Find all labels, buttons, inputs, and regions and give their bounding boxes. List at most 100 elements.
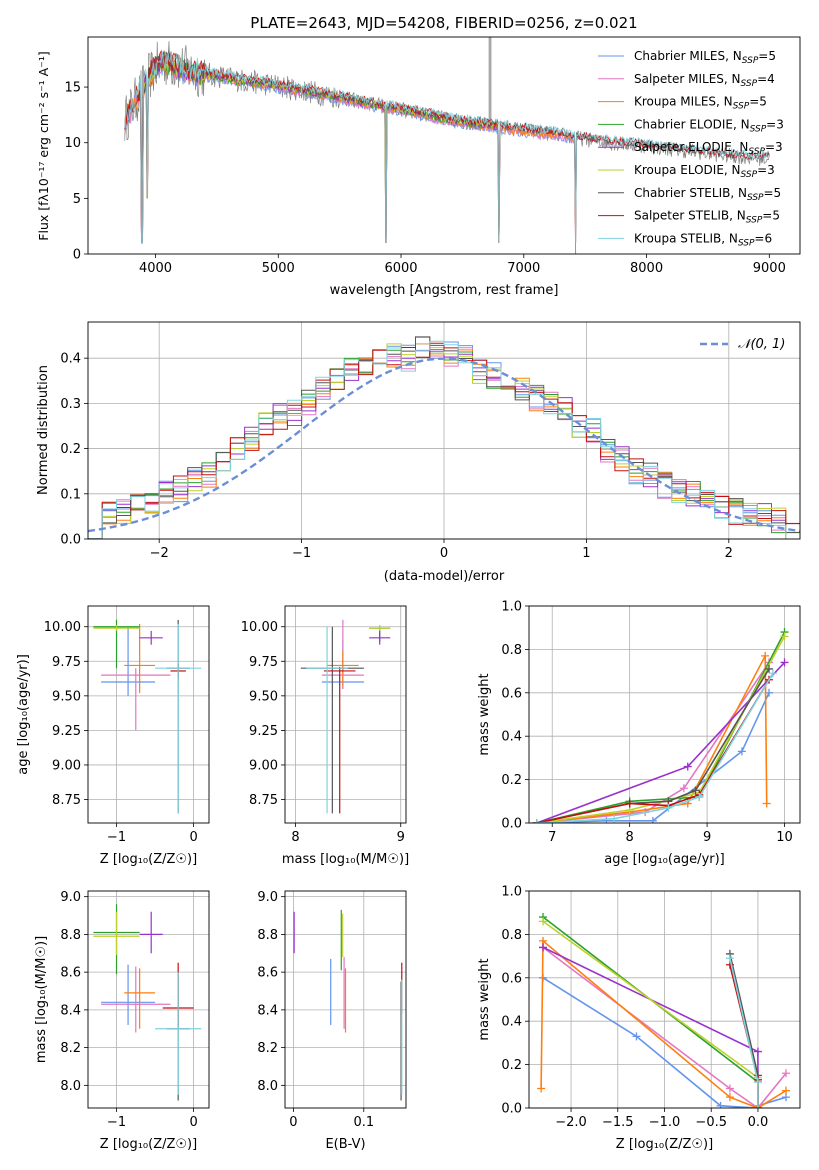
x-tick-label: −1.0 [649,1115,681,1130]
plot-area [293,909,403,1101]
y-tick-label: 10.00 [241,620,278,635]
y-tick-label: 10.00 [44,620,81,635]
legend-label-sub: SSP [750,124,767,134]
y-tick-label: 8.6 [60,966,81,981]
data-point-chabrier_stelib [765,664,774,673]
data-point-kroupa_stelib [695,792,704,801]
x-tick-label: −1.5 [602,1115,634,1130]
legend-label-main: Kroupa ELODIE, N [634,163,741,177]
axes-frame [87,321,801,540]
x-tick-label: −1 [107,830,126,845]
y-tick-label: 0.8 [501,643,522,658]
data-point-chabrier_miles [632,1032,641,1041]
x-axis-label: Z [log₁₀(Z/Z☉)] [100,1137,197,1152]
y-tick-label: 9.50 [249,689,278,704]
data-point-salpeter_elodie [683,762,692,771]
data-point-chabrier_miles [602,816,611,823]
x-tick-label: 9 [397,830,405,845]
x-axis-label: E(B-V) [325,1137,365,1152]
x-axis-label: (data-model)/error [384,569,505,584]
x-tick-label: 7000 [507,261,540,276]
legend-label: Kroupa ELODIE, NSSP=3 [634,163,775,180]
y-tick-label: 8.75 [249,793,278,808]
model-spectrum-kroupa_stelib [124,51,770,244]
y-axis-label: mass [log₁₀(M/M☉)] [34,936,49,1063]
axes-frame [284,605,407,824]
y-axis-label: age [log₁₀(age/yr)] [16,654,31,775]
y-tick-label: 0.4 [60,352,81,367]
plot-area [93,619,202,814]
x-axis-label: wavelength [Angstrom, rest frame] [330,283,559,298]
data-point-kroupa_miles [537,1084,546,1093]
legend-label-tail: =5 [762,209,780,223]
legend-label-sub: SSP [742,56,759,66]
legend-label: Chabrier ELODIE, NSSP=3 [634,117,784,134]
legend-label-tail: =5 [749,95,767,109]
y-axis-label: mass weight [477,958,492,1040]
y-tick-label: 15 [64,81,81,96]
y-tick-label: 8.4 [257,1003,278,1018]
plot-area [124,37,770,254]
x-tick-label: −0.5 [695,1115,727,1130]
x-tick-label: 5000 [262,261,295,276]
legend-label-sub: SSP [733,102,750,112]
x-tick-label: 0.0 [748,1115,769,1130]
y-tick-label: 0.1 [60,487,81,502]
legend-label-tail: =5 [764,186,782,200]
residuals-axes: −2 −1 0 1 2 0.0 0.1 0.2 0.3 0.4 𝒩(0, 1) (data-model… [36,321,801,584]
spectrum-axes: 4000 5000 6000 7000 8000 9000 0 5 10 15 PLATE=2643… [36,14,801,298]
y-tick-label: 8.0 [60,1079,81,1094]
y-axis-label: Flux [fλ10⁻¹⁷ erg cm⁻² s⁻¹ A⁻¹] [36,51,51,240]
data-point-kroupa_stelib [753,1077,762,1086]
y-tick-label: 8.2 [257,1041,278,1056]
plot-area [93,904,202,1101]
series-line-salpeter_stelib [729,964,759,1108]
mass_vs_ebv-axes: 0 0.1 8.0 8.2 8.4 8.6 8.8 9.0 E(B-V) [257,890,407,1152]
data-point-chabrier_miles [648,816,657,823]
legend-label-tail: =3 [766,117,784,131]
y-tick-label: 9.50 [52,689,81,704]
legend-label-sub: SSP [738,238,755,248]
legend-label: Salpeter ELODIE, NSSP=3 [634,140,783,157]
y-tick-label: 9.25 [249,724,278,739]
legend-label-main: Salpeter STELIB, N [634,209,746,223]
y-tick-label: 9.25 [52,724,81,739]
data-point-kroupa_elodie [780,632,789,641]
legend-label-tail: =3 [757,163,775,177]
series-line-kroupa_elodie [542,920,759,1108]
y-axis-label: mass weight [477,673,492,755]
data-point-salpeter_elodie [780,658,789,667]
data-point-chabrier_miles [716,1101,725,1108]
x-axis-label: mass [log₁₀(M/M☉)] [282,852,409,867]
series-line-salpeter_miles [536,661,770,823]
y-tick-label: 0.6 [501,686,522,701]
y-tick-label: 0.0 [60,533,81,548]
legend-label-tail: =3 [765,140,783,154]
y-tick-label: 5 [73,192,81,207]
model-spectrum-salpeter_miles [124,55,577,254]
legend-label-main: Chabrier ELODIE, N [634,117,750,131]
legend-label: Salpeter MILES, NSSP=4 [634,72,775,89]
data-point-salpeter_elodie [539,943,548,952]
y-tick-label: 9.75 [52,655,81,670]
x-axis-label: age [log₁₀(age/yr)] [604,852,725,867]
x-tick-label: 2 [725,546,733,561]
y-tick-label: 8.8 [257,928,278,943]
data-point-kroupa_miles [761,651,770,660]
axes-frame [87,36,801,255]
plot-area [532,628,789,823]
y-tick-label: 8.0 [257,1079,278,1094]
axes-frame [87,605,210,824]
series-line-chabrier_elodie [536,631,786,823]
plot-area [88,336,800,539]
histogram-kroupa_stelib [88,340,800,539]
y-tick-label: 8.6 [257,966,278,981]
data-point-kroupa_elodie [539,917,548,926]
y-tick-label: 1.0 [501,600,522,615]
age_vs_mass-axes: 8 9 8.75 9.00 9.25 9.50 9.75 10.00 mass [log₁₀(M… [241,605,409,867]
data-point-kroupa_stelib [725,954,734,963]
y-tick-label: 0.6 [501,971,522,986]
y-tick-label: 10 [64,136,81,151]
legend-label-main: Kroupa STELIB, N [634,231,738,245]
